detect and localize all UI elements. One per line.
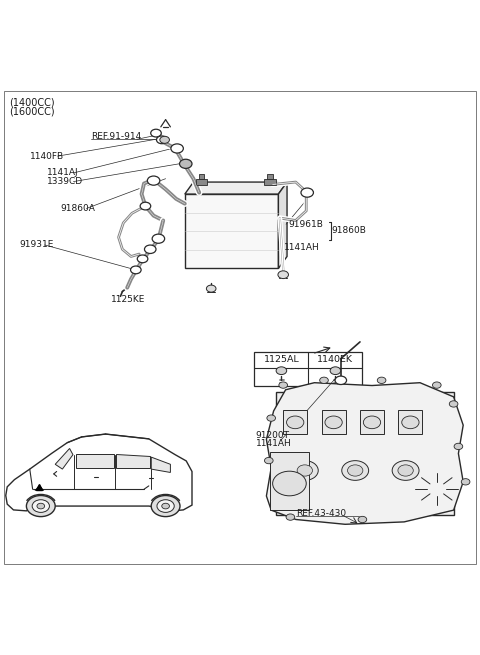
Text: 1125AL: 1125AL (264, 355, 299, 364)
Ellipse shape (286, 514, 295, 520)
Ellipse shape (279, 382, 288, 388)
Ellipse shape (160, 136, 169, 143)
Ellipse shape (363, 416, 381, 428)
Ellipse shape (156, 136, 167, 143)
Text: 91860B: 91860B (331, 226, 366, 235)
Ellipse shape (291, 460, 318, 480)
Ellipse shape (147, 176, 160, 185)
Bar (398, 410, 422, 434)
Bar (264, 179, 276, 185)
Ellipse shape (342, 460, 369, 480)
Polygon shape (116, 454, 150, 468)
Bar (322, 410, 346, 434)
Text: 1141AH: 1141AH (284, 243, 320, 252)
Ellipse shape (206, 285, 216, 292)
Ellipse shape (377, 377, 386, 383)
Text: (1600CC): (1600CC) (9, 106, 54, 116)
Bar (254, 352, 362, 386)
Ellipse shape (180, 159, 192, 168)
Bar (360, 410, 384, 434)
Ellipse shape (278, 271, 288, 278)
Ellipse shape (449, 401, 458, 407)
Ellipse shape (140, 202, 151, 210)
Ellipse shape (287, 416, 304, 428)
Text: 1141AH: 1141AH (256, 439, 291, 448)
Text: 1140FB: 1140FB (30, 152, 64, 160)
Text: 91961B: 91961B (288, 220, 323, 229)
Polygon shape (278, 182, 287, 269)
Polygon shape (35, 485, 44, 491)
Ellipse shape (157, 500, 174, 512)
Ellipse shape (335, 376, 347, 384)
Ellipse shape (273, 471, 306, 496)
Ellipse shape (325, 416, 342, 428)
Ellipse shape (151, 495, 180, 517)
Ellipse shape (454, 443, 463, 449)
Ellipse shape (398, 465, 413, 476)
Text: 1140EK: 1140EK (317, 355, 353, 364)
Text: 91860A: 91860A (60, 204, 95, 213)
Polygon shape (151, 457, 170, 472)
Ellipse shape (402, 416, 419, 428)
Text: 91200T: 91200T (256, 432, 290, 440)
Ellipse shape (267, 415, 276, 421)
Bar (270, 453, 309, 510)
Ellipse shape (320, 377, 328, 383)
Ellipse shape (137, 255, 148, 263)
Text: 1125KE: 1125KE (111, 295, 146, 304)
Bar (185, 194, 278, 269)
Ellipse shape (162, 503, 169, 509)
Ellipse shape (37, 503, 45, 509)
Ellipse shape (144, 245, 156, 253)
Bar (276, 392, 454, 515)
Ellipse shape (301, 188, 313, 197)
Bar (283, 410, 307, 434)
Bar (199, 174, 204, 179)
Ellipse shape (171, 144, 183, 153)
Text: REF.43-430: REF.43-430 (296, 509, 346, 518)
Ellipse shape (151, 129, 161, 137)
Text: (1400CC): (1400CC) (9, 98, 54, 108)
Ellipse shape (297, 465, 312, 476)
Polygon shape (266, 383, 463, 524)
Polygon shape (185, 182, 287, 194)
Ellipse shape (358, 516, 367, 523)
Ellipse shape (131, 266, 141, 274)
Text: 1339CD: 1339CD (47, 177, 83, 185)
Ellipse shape (264, 457, 273, 464)
Ellipse shape (152, 234, 165, 243)
Text: REF.91-914: REF.91-914 (91, 132, 142, 141)
Ellipse shape (348, 465, 363, 476)
Ellipse shape (330, 367, 341, 375)
Bar (196, 179, 207, 185)
Ellipse shape (461, 479, 470, 485)
Polygon shape (76, 454, 114, 468)
Text: 1141AJ: 1141AJ (47, 168, 79, 178)
Ellipse shape (32, 500, 49, 512)
Ellipse shape (26, 495, 55, 517)
Ellipse shape (432, 382, 441, 388)
Polygon shape (55, 449, 73, 469)
Ellipse shape (392, 460, 419, 480)
Ellipse shape (276, 367, 287, 375)
Text: 91931E: 91931E (19, 240, 54, 250)
Bar (267, 174, 273, 179)
